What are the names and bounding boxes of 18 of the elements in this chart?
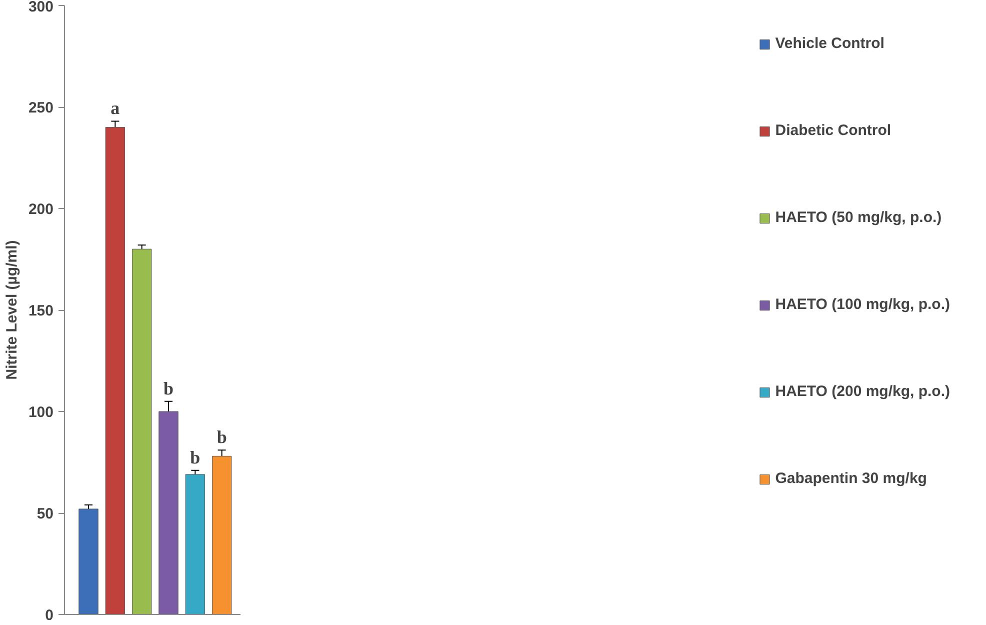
data-label: b xyxy=(163,378,174,398)
y-tick-label: 150 xyxy=(28,302,54,320)
y-tick-label: 200 xyxy=(28,201,54,218)
legend-label: Diabetic Control xyxy=(775,122,892,139)
legend-label: HAETO (50 mg/kg, p.o.) xyxy=(775,209,942,226)
legend-label: Gabapentin 30 mg/kg xyxy=(775,470,927,487)
data-label: b xyxy=(216,427,227,448)
y-axis-title: Nitrite Level (µg/ml) xyxy=(3,240,20,380)
y-tick-label: 250 xyxy=(28,100,54,116)
data-label: b xyxy=(190,447,200,468)
legend-label: HAETO (200 mg/kg, p.o.) xyxy=(775,383,950,400)
y-tick-label: 100 xyxy=(28,404,54,421)
legend-label: HAETO (100 mg/kg, p.o.) xyxy=(775,296,950,313)
y-tick-label: 300 xyxy=(28,0,54,16)
y-tick-label: 50 xyxy=(36,506,54,522)
y-tick-label: 0 xyxy=(45,607,54,624)
data-label: a xyxy=(110,98,120,118)
legend-label: Vehicle Control xyxy=(775,35,884,52)
